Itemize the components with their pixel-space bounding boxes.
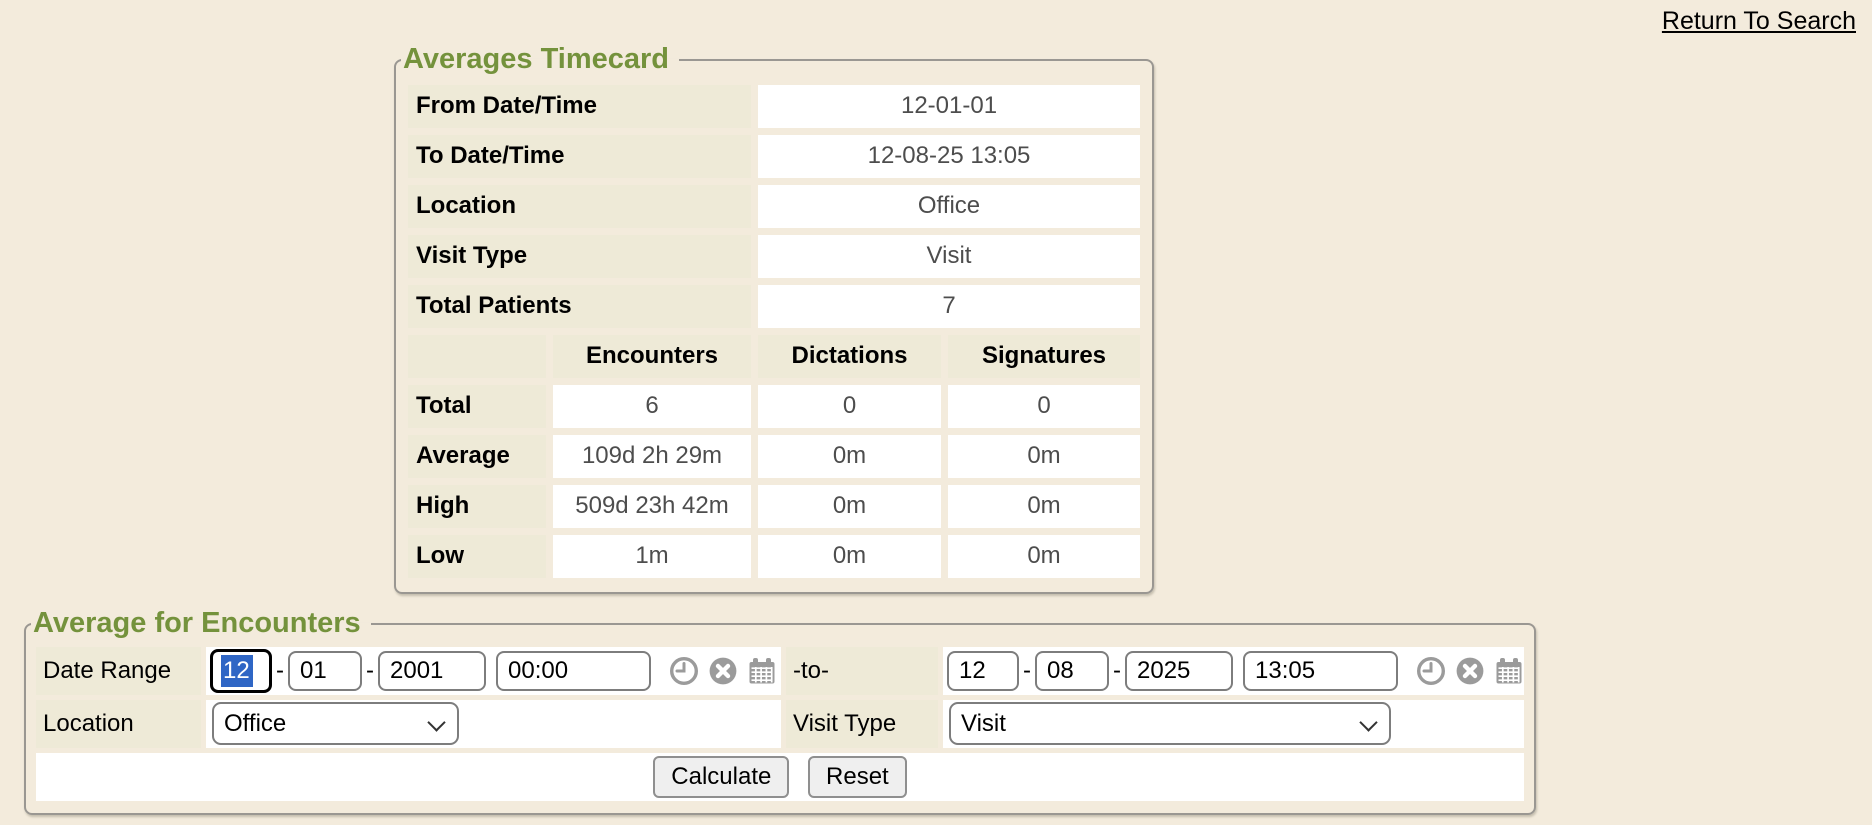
visit-type-field-label: Visit Type bbox=[786, 699, 938, 748]
stats-value: 509d 23h 42m bbox=[553, 484, 751, 528]
stats-row-label: Low bbox=[408, 534, 546, 578]
total-patients-label: Total Patients bbox=[408, 284, 751, 328]
stats-value: 0m bbox=[948, 434, 1141, 478]
from-date-icons bbox=[669, 656, 777, 686]
to-time-input[interactable] bbox=[1243, 650, 1398, 691]
encounters-column-header: Encounters bbox=[553, 334, 751, 378]
average-for-encounters-fieldset: Average for Encounters Date Range 12 - - bbox=[24, 607, 1536, 815]
table-row: Location Office bbox=[408, 184, 1141, 228]
stats-value: 0 bbox=[948, 384, 1141, 428]
calculate-button[interactable]: Calculate bbox=[653, 755, 790, 798]
from-day-input[interactable] bbox=[288, 650, 362, 691]
to-separator-label: -to- bbox=[786, 646, 938, 695]
buttons-row: Calculate Reset bbox=[36, 752, 1524, 801]
to-date-icons bbox=[1416, 656, 1524, 686]
clock-icon[interactable] bbox=[669, 656, 699, 686]
table-row: From Date/Time 12-01-01 bbox=[408, 84, 1141, 128]
date-separator: - bbox=[276, 656, 284, 684]
averages-timecard-legend: Averages Timecard bbox=[403, 43, 669, 75]
stats-value: 0m bbox=[758, 434, 941, 478]
stats-value: 0 bbox=[758, 384, 941, 428]
reset-button[interactable]: Reset bbox=[808, 755, 907, 798]
location-select-wrap: Office bbox=[212, 702, 459, 746]
stats-row-label: High bbox=[408, 484, 546, 528]
table-row: Total Patients 7 bbox=[408, 284, 1141, 328]
clock-icon[interactable] bbox=[1416, 656, 1446, 686]
from-time-input[interactable] bbox=[496, 650, 651, 691]
stats-header-row: Encounters Dictations Signatures bbox=[408, 334, 1141, 378]
stats-row-high: High 509d 23h 42m 0m 0m bbox=[408, 484, 1141, 528]
signatures-column-header: Signatures bbox=[948, 334, 1141, 378]
stats-value: 109d 2h 29m bbox=[553, 434, 751, 478]
calendar-icon[interactable] bbox=[1494, 656, 1524, 686]
encounters-form-table: Date Range 12 - - bbox=[31, 642, 1529, 806]
table-row: To Date/Time 12-08-25 13:05 bbox=[408, 134, 1141, 178]
selected-text: 12 bbox=[221, 654, 253, 687]
date-range-row: Date Range 12 - - bbox=[36, 646, 1524, 695]
stats-row-label: Total bbox=[408, 384, 546, 428]
stats-value: 0m bbox=[948, 534, 1141, 578]
from-datetime-value: 12-01-01 bbox=[758, 84, 1141, 128]
stats-value: 0m bbox=[758, 534, 941, 578]
visit-type-select[interactable]: Visit bbox=[949, 702, 1391, 746]
stats-row-label: Average bbox=[408, 434, 546, 478]
stats-value: 6 bbox=[553, 384, 751, 428]
table-row: Visit Type Visit bbox=[408, 234, 1141, 278]
dictations-column-header: Dictations bbox=[758, 334, 941, 378]
date-separator: - bbox=[1023, 656, 1031, 684]
location-value: Office bbox=[758, 184, 1141, 228]
stats-value: 0m bbox=[948, 484, 1141, 528]
location-label: Location bbox=[408, 184, 751, 228]
clear-icon[interactable] bbox=[1455, 656, 1485, 686]
location-visit-row: Location Office Visit Type Visit bbox=[36, 699, 1524, 748]
from-year-input[interactable] bbox=[378, 650, 486, 691]
location-select[interactable]: Office bbox=[212, 702, 459, 746]
to-day-input[interactable] bbox=[1035, 650, 1109, 691]
stats-value: 1m bbox=[553, 534, 751, 578]
location-field-label: Location bbox=[36, 699, 201, 748]
from-month-input[interactable]: 12 bbox=[210, 648, 272, 693]
visit-type-label: Visit Type bbox=[408, 234, 751, 278]
to-year-input[interactable] bbox=[1125, 650, 1233, 691]
stats-corner-cell bbox=[408, 334, 546, 378]
visit-type-value: Visit bbox=[758, 234, 1141, 278]
to-datetime-label: To Date/Time bbox=[408, 134, 751, 178]
visit-type-select-wrap: Visit bbox=[949, 702, 1391, 746]
calendar-icon[interactable] bbox=[747, 656, 777, 686]
to-datetime-value: 12-08-25 13:05 bbox=[758, 134, 1141, 178]
from-datetime-label: From Date/Time bbox=[408, 84, 751, 128]
stats-row-total: Total 6 0 0 bbox=[408, 384, 1141, 428]
date-range-label: Date Range bbox=[36, 646, 201, 695]
to-month-input[interactable] bbox=[947, 650, 1019, 691]
date-separator: - bbox=[366, 656, 374, 684]
timecard-table: From Date/Time 12-01-01 To Date/Time 12-… bbox=[401, 78, 1147, 585]
stats-row-average: Average 109d 2h 29m 0m 0m bbox=[408, 434, 1141, 478]
averages-timecard-fieldset: Averages Timecard From Date/Time 12-01-0… bbox=[394, 43, 1155, 594]
average-for-encounters-legend: Average for Encounters bbox=[33, 607, 361, 639]
clear-icon[interactable] bbox=[708, 656, 738, 686]
stats-row-low: Low 1m 0m 0m bbox=[408, 534, 1141, 578]
date-separator: - bbox=[1113, 656, 1121, 684]
stats-value: 0m bbox=[758, 484, 941, 528]
return-to-search-link[interactable]: Return To Search bbox=[1661, 7, 1856, 35]
total-patients-value: 7 bbox=[758, 284, 1141, 328]
